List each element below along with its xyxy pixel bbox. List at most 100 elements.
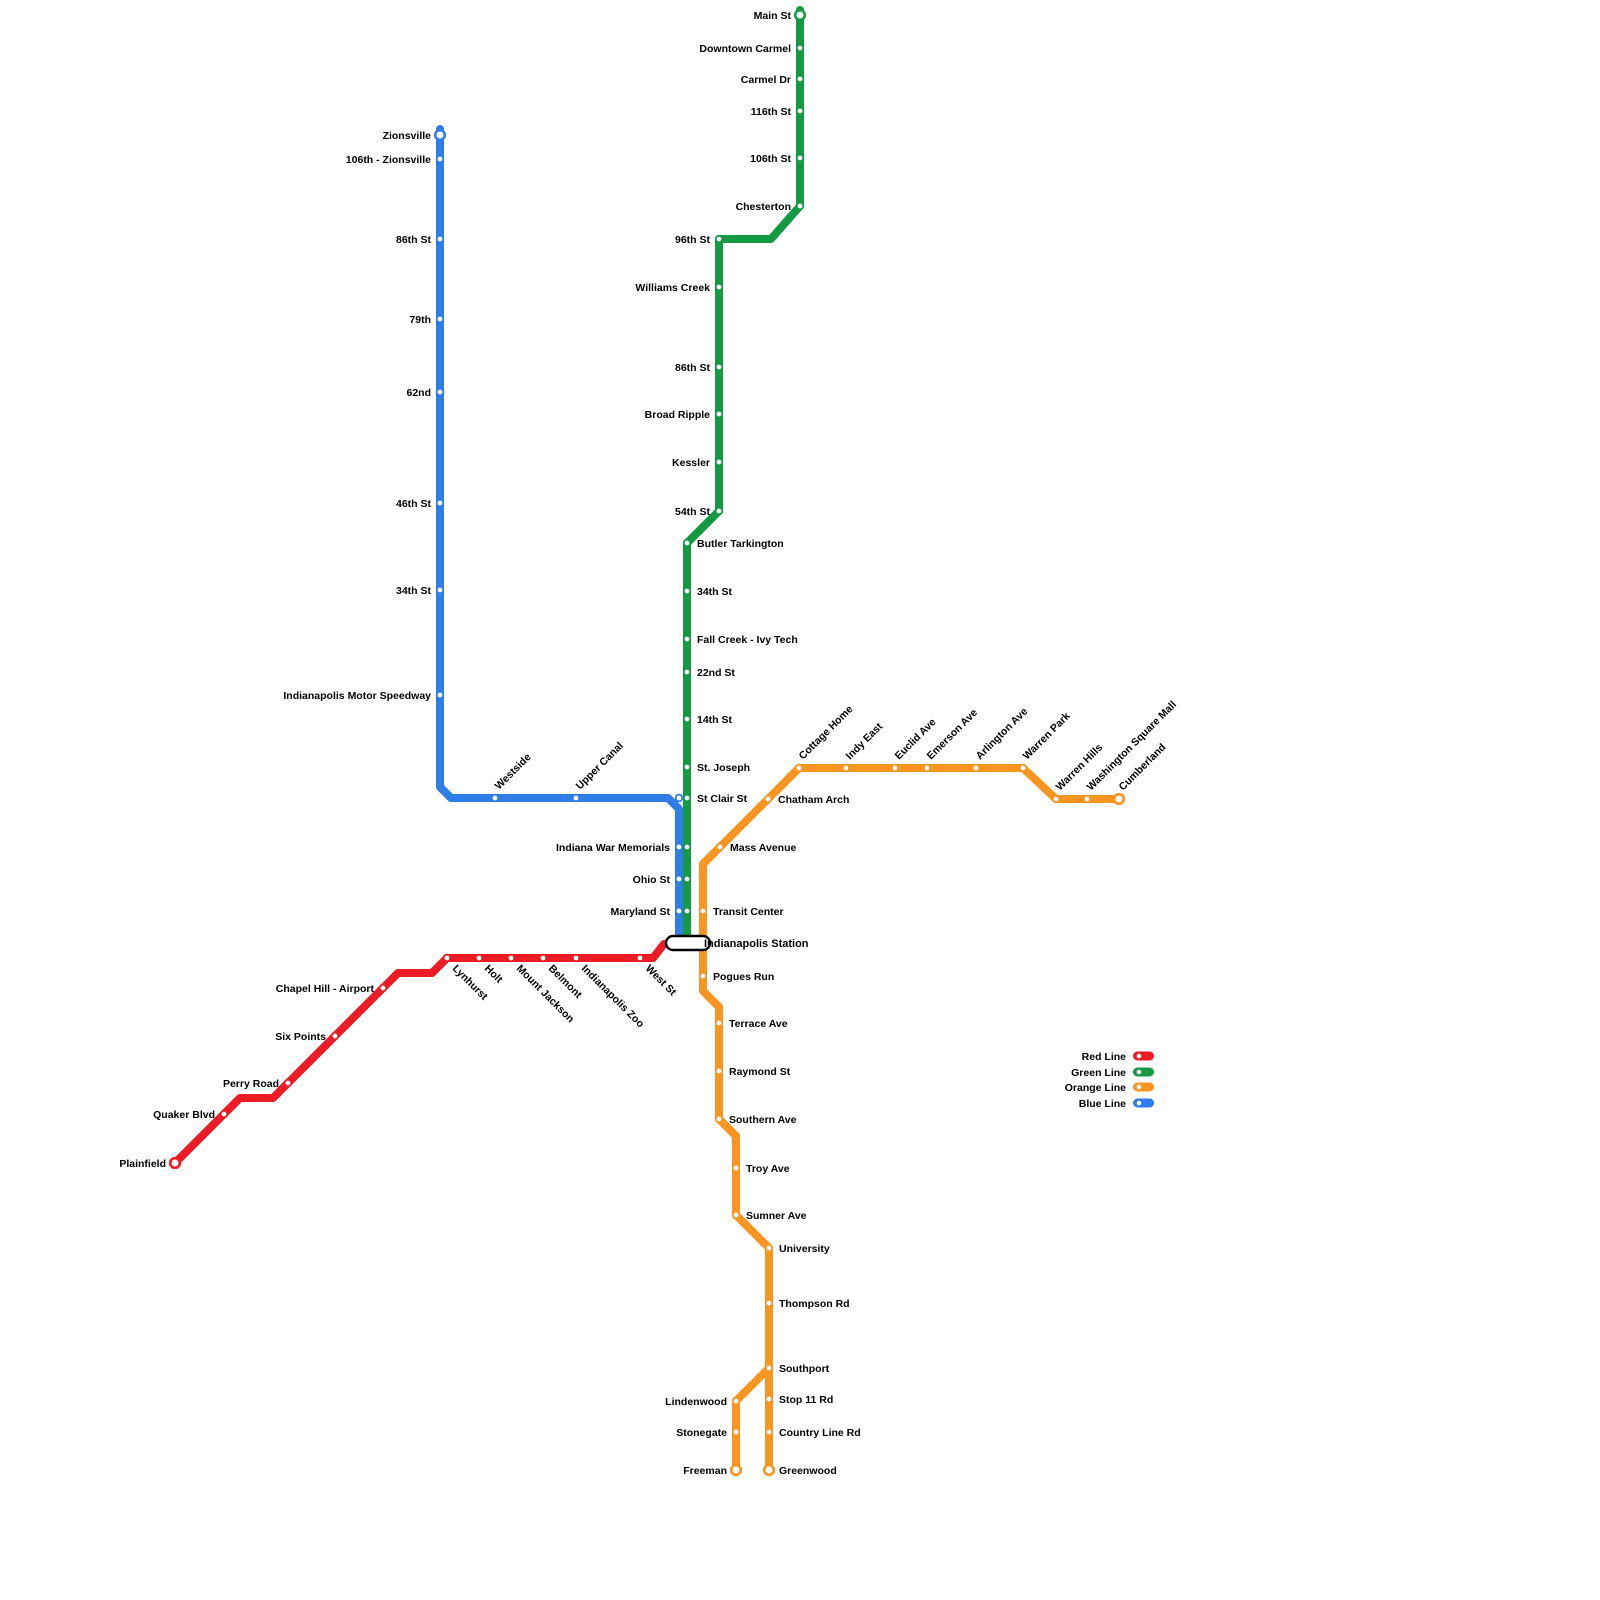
station-greenwood[interactable] [762,1463,776,1477]
station-ohio-st[interactable] [682,874,692,884]
station-plainfield[interactable] [168,1156,182,1170]
station-54th-st[interactable] [714,506,724,516]
station-label-54th-st: 54th St [675,506,711,518]
station-label-106th-zionsville: 106th - Zionsville [346,154,431,166]
station-stop-11-rd[interactable] [764,1394,774,1404]
station-holt[interactable] [474,953,484,963]
station-carmel-dr[interactable] [795,74,805,84]
station-maryland-st[interactable] [682,906,692,916]
station-46th-st[interactable] [435,498,445,508]
station-label-butler-tarkington: Butler Tarkington [697,538,784,550]
station-86th-st[interactable] [714,362,724,372]
station-downtown-carmel[interactable] [795,43,805,53]
station-raymond-st[interactable] [714,1066,724,1076]
station-st-joseph[interactable] [682,762,692,772]
station-96th-st[interactable] [714,234,724,244]
station-86th-st[interactable] [435,234,445,244]
station-terrace-ave[interactable] [714,1018,724,1028]
station-williams-creek[interactable] [714,282,724,292]
station-indiana-war-memorials[interactable] [674,842,684,852]
station-southern-ave[interactable] [714,1114,724,1124]
station-pogues-run[interactable] [698,971,708,981]
station-label-thompson-rd: Thompson Rd [779,1298,850,1310]
station-washington-square-mall[interactable] [1082,794,1092,804]
station-southport[interactable] [764,1363,774,1373]
station-79th[interactable] [435,314,445,324]
station-thompson-rd[interactable] [764,1298,774,1308]
station-22nd-st[interactable] [682,667,692,677]
station-indianapolis-zoo[interactable] [571,953,581,963]
station-indiana-war-memorials[interactable] [682,842,692,852]
station-upper-canal[interactable] [571,793,581,803]
station-warren-hills[interactable] [1051,794,1061,804]
station-kessler[interactable] [714,457,724,467]
station-broad-ripple[interactable] [714,409,724,419]
station-62nd[interactable] [435,387,445,397]
station-label-upper-canal: Upper Canal [574,740,626,792]
station-chatham-arch[interactable] [763,794,773,804]
legend-swatch-dot-blue-line [1136,1100,1142,1106]
legend-swatch-orange-line [1133,1082,1154,1092]
station-cumberland[interactable] [1112,792,1126,806]
station-label-country-line-rd: Country Line Rd [779,1427,861,1439]
station-butler-tarkington[interactable] [682,538,692,548]
station-west-st[interactable] [635,953,645,963]
station-label-quaker-blvd: Quaker Blvd [153,1109,215,1121]
station-quaker-blvd[interactable] [219,1109,229,1119]
station-label-southport: Southport [779,1363,830,1375]
station-stonegate[interactable] [731,1427,741,1437]
station-label-university: University [779,1243,830,1255]
station-34th-st[interactable] [682,586,692,596]
station-chapel-hill-airport[interactable] [378,983,388,993]
station-ohio-st[interactable] [674,874,684,884]
interchange-indianapolis-station[interactable] [664,934,712,952]
station-arlington-ave[interactable] [971,763,981,773]
station-34th-st[interactable] [435,585,445,595]
station-euclid-ave[interactable] [890,763,900,773]
station-label-79th: 79th [409,314,431,326]
station-freeman[interactable] [729,1463,743,1477]
station-fall-creek-ivy-tech[interactable] [682,634,692,644]
station-lynhurst[interactable] [442,953,452,963]
station-country-line-rd[interactable] [764,1427,774,1437]
station-emerson-ave[interactable] [922,763,932,773]
station-indianapolis-motor-speedway[interactable] [435,690,445,700]
station-st-clair-st[interactable] [674,793,684,803]
station-label-106th-st: 106th St [750,153,791,165]
station-label-raymond-st: Raymond St [729,1066,791,1078]
station-perry-road[interactable] [283,1078,293,1088]
station-106th-zionsville[interactable] [435,154,445,164]
station-label-chesterton: Chesterton [736,201,791,213]
station-belmont[interactable] [538,953,548,963]
station-label-22nd-st: 22nd St [697,667,735,679]
station-label-ohio-st: Ohio St [633,874,671,886]
station-main-st[interactable] [793,8,807,22]
station-label-indianapolis-zoo: Indianapolis Zoo [579,963,646,1030]
station-lindenwood[interactable] [731,1396,741,1406]
legend-swatch-red-line [1133,1051,1154,1061]
station-zionsville[interactable] [433,128,447,142]
blue-line-path [436,125,683,944]
station-sumner-ave[interactable] [731,1210,741,1220]
station-label-62nd: 62nd [406,387,431,399]
station-transit-center[interactable] [698,906,708,916]
station-cottage-home[interactable] [794,763,804,773]
station-116th-st[interactable] [795,106,805,116]
legend-label-blue-line: Blue Line [1079,1098,1126,1110]
station-indy-east[interactable] [841,763,851,773]
station-label-stonegate: Stonegate [676,1427,727,1439]
station-maryland-st[interactable] [674,906,684,916]
station-warren-park[interactable] [1018,763,1028,773]
station-14th-st[interactable] [682,714,692,724]
station-st-clair-st[interactable] [682,793,692,803]
station-troy-ave[interactable] [731,1163,741,1173]
station-mass-avenue[interactable] [715,842,725,852]
station-106th-st[interactable] [795,153,805,163]
station-university[interactable] [764,1243,774,1253]
station-westside[interactable] [490,793,500,803]
station-chesterton[interactable] [795,201,805,211]
station-label-broad-ripple: Broad Ripple [645,409,710,421]
legend-swatch-dot-green-line [1136,1069,1142,1075]
station-mount-jackson[interactable] [506,953,516,963]
station-six-points[interactable] [330,1031,340,1041]
